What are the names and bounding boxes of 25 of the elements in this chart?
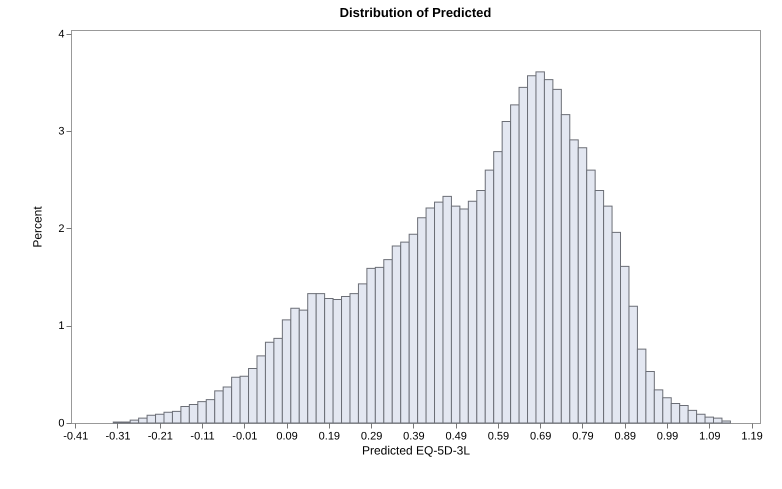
x-tick-label: 0.29 bbox=[360, 430, 382, 442]
x-tick-label: 0.19 bbox=[318, 430, 340, 442]
y-tick-label: 4 bbox=[58, 28, 64, 40]
y-tick-label: 3 bbox=[58, 126, 64, 138]
x-tick-label: -0.31 bbox=[105, 430, 131, 442]
y-tick-label: 0 bbox=[58, 418, 64, 430]
y-tick-label: 1 bbox=[58, 320, 64, 332]
x-tick-label: 1.19 bbox=[741, 430, 763, 442]
x-tick-label: -0.21 bbox=[148, 430, 173, 442]
x-axis-title: Predicted EQ-5D-3L bbox=[362, 444, 470, 458]
x-tick-label: -0.11 bbox=[190, 430, 215, 442]
x-tick-label: 0.99 bbox=[656, 430, 678, 442]
chart-title: Distribution of Predicted bbox=[340, 4, 492, 20]
x-tick-label: 0.39 bbox=[403, 430, 425, 442]
x-tick-label: 0.59 bbox=[488, 430, 510, 442]
x-tick-label: -0.41 bbox=[63, 430, 88, 442]
x-tick-label: -0.01 bbox=[232, 430, 258, 442]
x-tick-label: 1.09 bbox=[699, 430, 720, 442]
x-tick-label: 0.89 bbox=[614, 430, 636, 442]
x-tick-label: 0.09 bbox=[276, 430, 298, 442]
y-axis-title: Percent bbox=[30, 206, 44, 248]
x-tick-label: 0.49 bbox=[445, 430, 467, 442]
x-tick-label: 0.79 bbox=[572, 430, 594, 442]
y-tick-label: 2 bbox=[58, 222, 64, 235]
x-tick-label: 0.69 bbox=[530, 430, 552, 442]
